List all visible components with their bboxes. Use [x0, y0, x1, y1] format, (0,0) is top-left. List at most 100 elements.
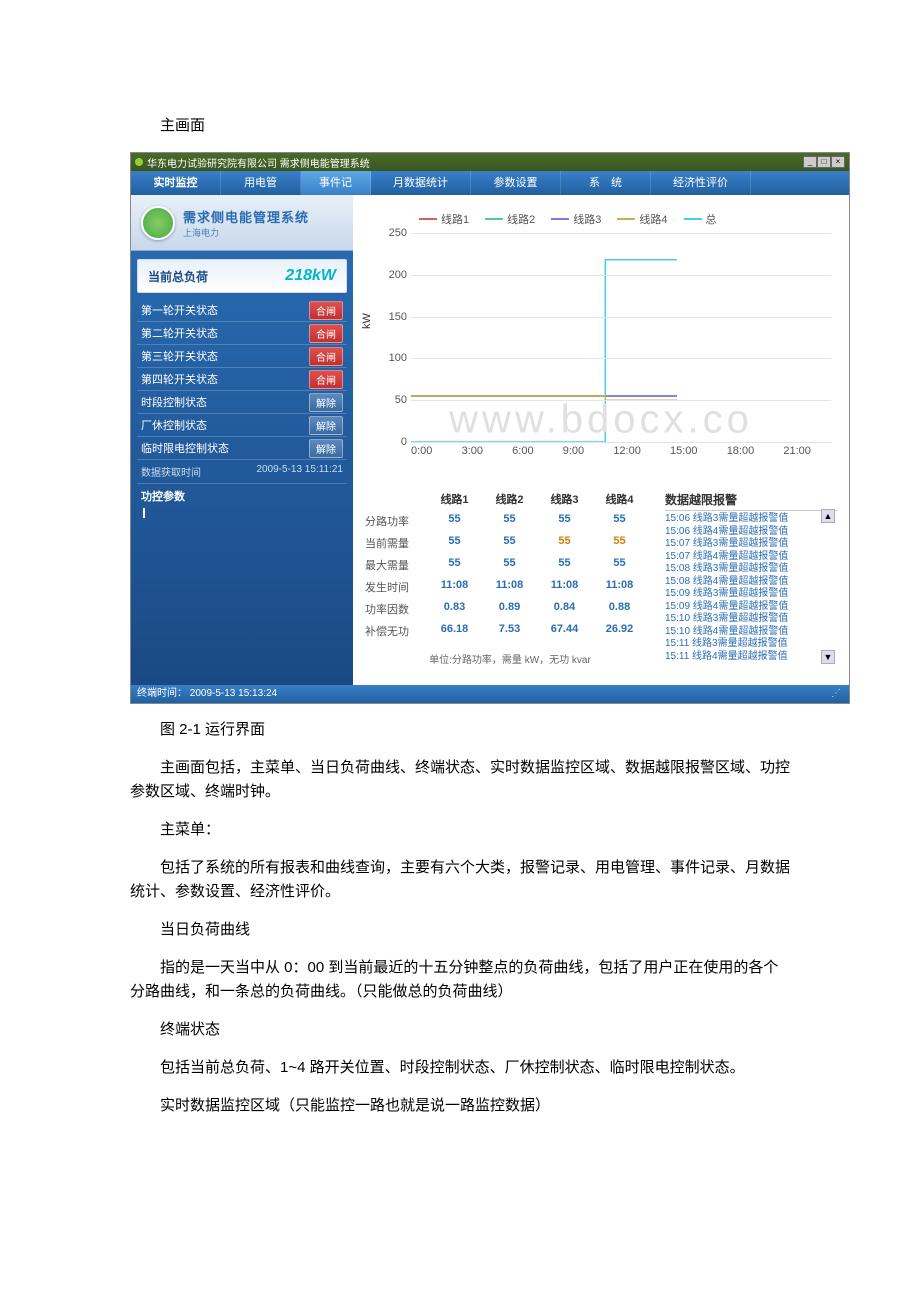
- legend-item: 线路3: [551, 211, 601, 227]
- minimize-button[interactable]: _: [803, 156, 817, 168]
- window-controls[interactable]: _ □ ×: [803, 156, 845, 168]
- col-line2: 线路2: [482, 491, 537, 507]
- h2-curve: 当日负荷曲线: [130, 918, 790, 942]
- legend-item: 总: [684, 211, 717, 227]
- data-time-value: 2009-5-13 15:11:21: [256, 464, 343, 479]
- table-row: 发生时间11:0811:0811:0811:08: [365, 579, 655, 595]
- para-menu: 包括了系统的所有报表和曲线查询，主要有六个大类，报警记录、用电管理、事件记录、月…: [130, 856, 790, 904]
- para-curve: 指的是一天当中从 0：00 到当前最近的十五分钟整点的负荷曲线，包括了用户正在使…: [130, 956, 790, 1004]
- menu-power-mgmt[interactable]: 用电管理: [221, 171, 301, 195]
- y-axis-label: kW: [361, 313, 373, 329]
- col-line4: 线路4: [592, 491, 647, 507]
- table-cell: 0.84: [537, 601, 592, 617]
- menubar: 实时监控 用电管理 事件记录 月数据统计 参数设置 系 统 经济性评价: [131, 171, 849, 195]
- status-badge: 合闸: [309, 324, 343, 343]
- alarm-row: 15:08 线路3需量超越报警值: [665, 563, 837, 576]
- table-cell: 55: [427, 513, 482, 529]
- legend-swatch: [485, 218, 503, 220]
- legend-swatch: [419, 218, 437, 220]
- status-badge: 解除: [309, 439, 343, 458]
- status-label: 临时限电控制状态: [141, 440, 229, 456]
- table-row: 功率因数0.830.890.840.88: [365, 601, 655, 617]
- y-tick: 50: [381, 394, 407, 406]
- status-row: 厂休控制状态解除: [137, 414, 347, 437]
- window-titlebar: 华东电力试验研究院有限公司 需求侧电能管理系统 _ □ ×: [131, 153, 849, 171]
- logo-icon: [141, 206, 175, 240]
- table-row: 当前需量55555555: [365, 535, 655, 551]
- table-cell: 11:08: [427, 579, 482, 595]
- table-row: 最大需量55555555: [365, 557, 655, 573]
- legend-label: 线路3: [573, 211, 601, 227]
- menu-economic[interactable]: 经济性评价: [651, 171, 751, 195]
- table-cell: 0.83: [427, 601, 482, 617]
- logo-block: 需求侧电能管理系统 上海电力: [131, 195, 353, 251]
- data-time-label: 数据获取时间: [141, 464, 201, 479]
- y-tick: 0: [381, 436, 407, 448]
- alarm-area: 数据越限报警 ▲ 15:06 线路3需量超越报警值15:06 线路4需量超越报警…: [665, 491, 837, 666]
- menu-event-log[interactable]: 事件记录: [301, 171, 371, 195]
- scroll-up-button[interactable]: ▲: [821, 509, 835, 523]
- resize-grip-icon: ⋰: [831, 685, 843, 703]
- chart-series-total: [411, 260, 677, 442]
- alarm-row: 15:11 线路4需量超越报警值: [665, 651, 837, 664]
- chart-legend: 线路1线路2线路3线路4总: [419, 211, 831, 227]
- window-title: 华东电力试验研究院有限公司 需求侧电能管理系统: [147, 155, 370, 170]
- table-cell: 11:08: [482, 579, 537, 595]
- status-badge: 合闸: [309, 347, 343, 366]
- alarm-row: 15:06 线路4需量超越报警值: [665, 526, 837, 539]
- alarm-row: 15:09 线路4需量超越报警值: [665, 601, 837, 614]
- menu-system[interactable]: 系 统: [561, 171, 651, 195]
- row-label: 补偿无功: [365, 623, 427, 639]
- logo-sub: 上海电力: [183, 226, 309, 239]
- table-cell: 55: [592, 513, 647, 529]
- status-badge: 解除: [309, 416, 343, 435]
- legend-label: 线路1: [441, 211, 469, 227]
- status-row: 第二轮开关状态 合闸: [137, 322, 347, 345]
- x-tick: 12:00: [613, 445, 641, 457]
- legend-swatch: [684, 218, 702, 220]
- legend-item: 线路2: [485, 211, 535, 227]
- table-cell: 55: [592, 557, 647, 573]
- alarm-title: 数据越限报警: [665, 491, 837, 511]
- logo-title: 需求侧电能管理系统: [183, 207, 309, 226]
- y-tick: 100: [381, 352, 407, 364]
- y-tick: 250: [381, 227, 407, 239]
- menu-month-stats[interactable]: 月数据统计: [371, 171, 471, 195]
- row-label: 功率因数: [365, 601, 427, 617]
- alarm-row: 15:10 线路4需量超越报警值: [665, 626, 837, 639]
- table-cell: 7.53: [482, 623, 537, 639]
- menu-realtime[interactable]: 实时监控: [131, 171, 221, 195]
- statusbar-time: 2009-5-13 15:13:24: [190, 688, 277, 699]
- alarm-row: 15:07 线路3需量超越报警值: [665, 538, 837, 551]
- table-cell: 11:08: [537, 579, 592, 595]
- close-button[interactable]: ×: [831, 156, 845, 168]
- alarm-list: 15:06 线路3需量超越报警值15:06 线路4需量超越报警值15:07 线路…: [665, 513, 837, 663]
- total-load-value: 218kW: [285, 267, 336, 285]
- x-tick: 21:00: [783, 445, 811, 457]
- table-cell: 0.89: [482, 601, 537, 617]
- alarm-row: 15:09 线路3需量超越报警值: [665, 588, 837, 601]
- table-cell: 55: [537, 513, 592, 529]
- status-row: 第四轮开关状态合闸: [137, 368, 347, 391]
- app-screenshot: 华东电力试验研究院有限公司 需求侧电能管理系统 _ □ × 实时监控 用电管理 …: [130, 152, 850, 704]
- alarm-row: 15:06 线路3需量超越报警值: [665, 513, 837, 526]
- alarm-row: 15:07 线路4需量超越报警值: [665, 551, 837, 564]
- row-label: 分路功率: [365, 513, 427, 529]
- x-tick: 3:00: [462, 445, 483, 457]
- left-panel: 需求侧电能管理系统 上海电力 当前总负荷 218kW 第一轮开关状态合闸第二轮开…: [131, 195, 353, 685]
- row-label: 最大需量: [365, 557, 427, 573]
- status-badge: 合闸: [309, 301, 343, 320]
- scroll-down-button[interactable]: ▼: [821, 650, 835, 664]
- realtime-data-table: 线路1 线路2 线路3 线路4 分路功率55555555当前需量55555555…: [365, 491, 655, 666]
- table-cell: 66.18: [427, 623, 482, 639]
- maximize-button[interactable]: □: [817, 156, 831, 168]
- status-label: 第二轮开关状态: [141, 325, 218, 341]
- table-cell: 55: [482, 513, 537, 529]
- x-axis-ticks: 0:003:006:009:0012:0015:0018:0021:00: [411, 445, 831, 457]
- menu-params[interactable]: 参数设置: [471, 171, 561, 195]
- status-row: 第一轮开关状态合闸: [137, 299, 347, 322]
- data-time-row: 数据获取时间 2009-5-13 15:11:21: [137, 460, 347, 483]
- legend-label: 总: [706, 211, 717, 227]
- y-tick: 150: [381, 311, 407, 323]
- doc-heading: 主画面: [130, 114, 790, 138]
